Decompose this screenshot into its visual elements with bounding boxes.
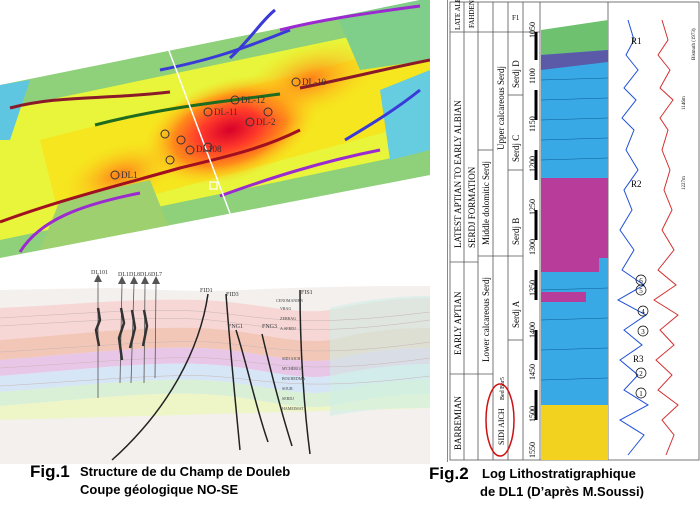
- layer-label: BOUHEDMA: [282, 376, 305, 381]
- layer-label: M'CHERGA: [282, 366, 303, 371]
- fault-label: FNG1: [228, 324, 243, 330]
- reservoir-label: R1: [631, 36, 642, 46]
- figure2-label: Fig.2: [429, 464, 469, 483]
- unit-label: Serdj A: [511, 300, 521, 328]
- depth-label: 1500: [528, 406, 537, 422]
- log-header-unit: F1: [512, 14, 520, 22]
- figure1-caption-line1: Structure de du Champ de Douleb: [80, 464, 291, 479]
- member-label-sidi-aich: SIDI AICH: [497, 408, 506, 445]
- layer-label: A.SERDJ: [280, 326, 296, 331]
- reservoir-number: 6: [639, 277, 643, 285]
- stage-label: LATEST APTIAN TO EARLY ALBIAN: [453, 100, 463, 248]
- figure2-caption-line1: Log Lithostratigraphique: [482, 466, 636, 481]
- reference-annotation: Bismuth (1973): [692, 28, 697, 60]
- reservoir-number: 4: [641, 308, 645, 316]
- unit-label: Serdj B: [511, 218, 521, 245]
- fault-label: FID1: [200, 288, 213, 294]
- log-header-stage: LATE ALBIAN: [454, 0, 462, 30]
- depth-label: 1300: [528, 239, 537, 255]
- depth-label: 1100: [528, 68, 537, 84]
- map-well-label: DL-12: [241, 95, 265, 105]
- reservoir-number: 3: [641, 328, 645, 336]
- depth-label: 1150: [528, 116, 537, 132]
- unit-label: Bed Bar5: [500, 377, 506, 400]
- fault-label: FIS1: [301, 290, 313, 296]
- litho-log-svg: LATE ALBIAN FAHDENE F1 BARREMIAN EARLY A…: [448, 0, 700, 462]
- layer-label: SIDI AICH: [282, 356, 300, 361]
- depth-label: 1050: [528, 22, 537, 38]
- map-well-label: DL-2: [256, 117, 276, 127]
- formation-label: SERDJ FORMATION: [467, 166, 477, 248]
- map-well-label: DL-11: [214, 107, 238, 117]
- structure-map: DL1 DL-10 DL-12 DL-11 DL-2 DL108: [0, 0, 430, 258]
- stage-label: EARLY APTIAN: [453, 291, 463, 355]
- depth-label: 1400: [528, 322, 537, 338]
- section-well-label: DL8: [129, 272, 140, 278]
- section-well-label: DL6: [140, 272, 151, 278]
- section-well-label: DL101: [91, 270, 108, 276]
- section-well-label: DL7: [151, 272, 162, 278]
- structure-map-svg: DL1 DL-10 DL-12 DL-11 DL-2 DL108: [0, 0, 430, 258]
- map-well-label: DL1: [121, 170, 138, 180]
- layer-label: SOUR: [282, 386, 293, 391]
- fault-label: FID3: [226, 292, 239, 298]
- reservoir-number: 1: [639, 390, 643, 398]
- depth-label: 1200: [528, 156, 537, 172]
- section-well-label: DL1: [118, 272, 129, 278]
- depth-label: 1350: [528, 280, 537, 296]
- fault-label: FNG3: [262, 324, 277, 330]
- stage-label: BARREMIAN: [453, 395, 463, 450]
- unit-label: Serdj D: [511, 60, 521, 88]
- depth-label: 1450: [528, 364, 537, 380]
- layer-label: HAMEIMAT: [282, 406, 304, 411]
- member-label: Middle dolomitic Serdj: [481, 161, 491, 245]
- map-well-label: DL-10: [302, 77, 326, 87]
- map-well-label: DL108: [196, 144, 222, 154]
- depth-annotation: 1227m: [682, 176, 687, 190]
- depth-annotation: 1146m: [682, 96, 687, 110]
- member-label: Upper calcareous Serdj: [496, 66, 506, 150]
- reservoir-label: R2: [631, 179, 642, 189]
- layer-label: VRAG: [280, 306, 291, 311]
- layer-label: SERDJ: [282, 396, 294, 401]
- figure2-caption-line2: de DL1 (D’après M.Soussi): [480, 484, 644, 499]
- unit-label: Serdj C: [511, 135, 521, 162]
- depth-label: 1550: [528, 442, 537, 458]
- log-header-sub: FAHDENE: [468, 0, 476, 28]
- figure1-label: Fig.1: [30, 462, 70, 481]
- depth-label: 1250: [528, 199, 537, 215]
- reservoir-number: 2: [639, 370, 643, 378]
- member-label: Lower calcareous Serdj: [481, 277, 491, 362]
- layer-label: ZEBBAG: [280, 316, 296, 321]
- geological-cross-section: DL101 DL1 DL8 DL6 DL7 FID1 FID3 FIS1 FNG…: [0, 268, 430, 464]
- layer-label: CENOMANIEN: [276, 298, 303, 303]
- reservoir-label: R3: [633, 354, 644, 364]
- reservoir-number: 5: [639, 287, 643, 295]
- lithostratigraphic-log: LATE ALBIAN FAHDENE F1 BARREMIAN EARLY A…: [447, 0, 700, 462]
- figure1-caption-line2: Coupe géologique NO-SE: [80, 482, 239, 497]
- cross-section-svg: DL101 DL1 DL8 DL6 DL7 FID1 FID3 FIS1 FNG…: [0, 268, 430, 464]
